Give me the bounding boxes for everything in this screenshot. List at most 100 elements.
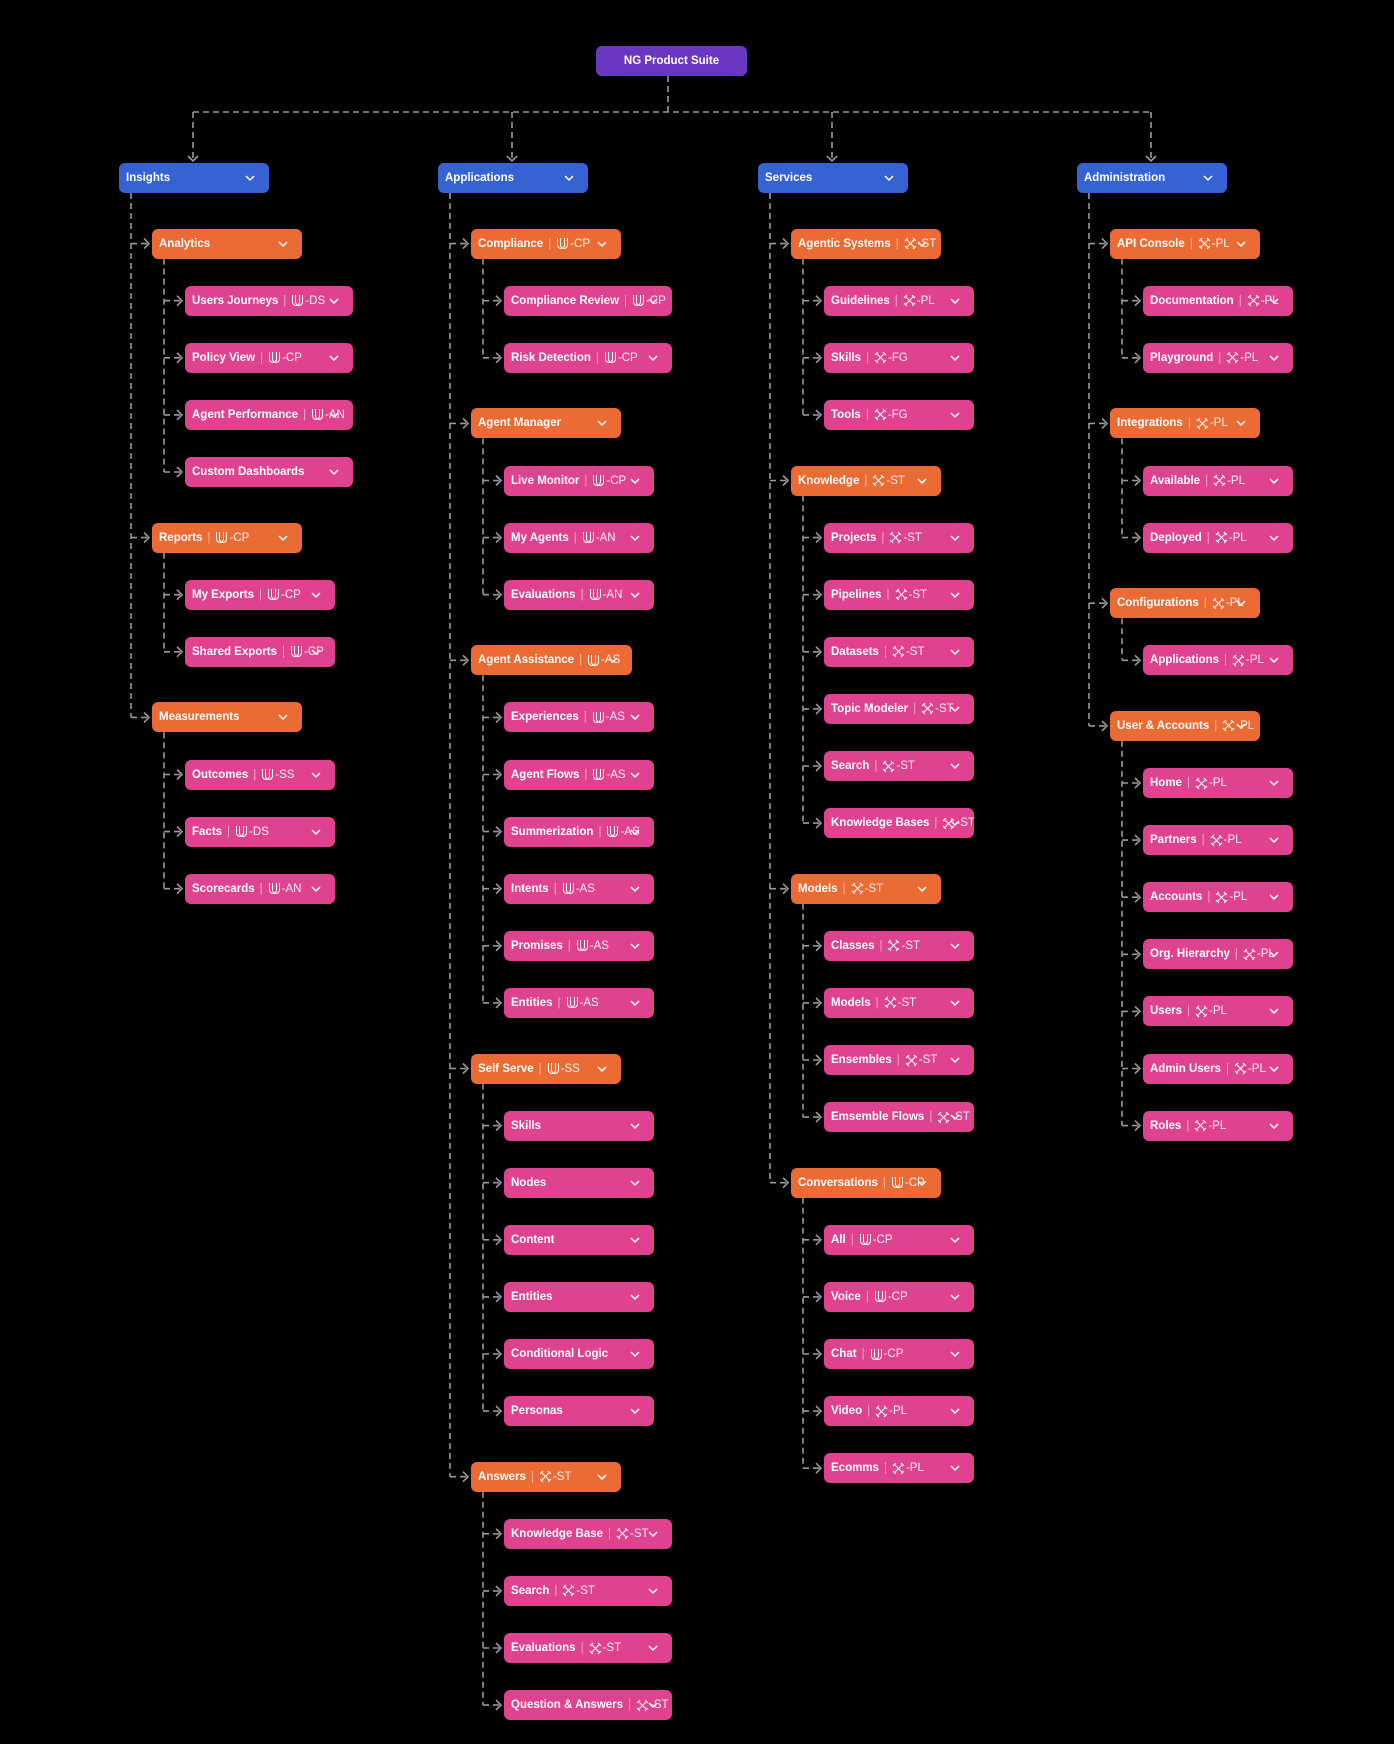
item-agent-flows[interactable]: Agent Flows | AS bbox=[504, 759, 654, 790]
chevron-down-icon[interactable] bbox=[629, 475, 641, 487]
item-custom-dashboards[interactable]: Custom Dashboards bbox=[185, 457, 353, 487]
group-models[interactable]: Models | ST bbox=[791, 873, 941, 904]
group-configurations[interactable]: Configurations | PL bbox=[1110, 588, 1260, 619]
item-partners[interactable]: Partners | PL bbox=[1143, 825, 1293, 856]
item-entities[interactable]: Entities | AS bbox=[504, 987, 654, 1018]
chevron-down-icon[interactable] bbox=[949, 295, 961, 307]
item-question-answers[interactable]: Question & Answers | ST bbox=[504, 1690, 672, 1721]
chevron-down-icon[interactable] bbox=[1268, 1063, 1280, 1075]
item-playground[interactable]: Playground | PL bbox=[1143, 342, 1293, 373]
chevron-down-icon[interactable] bbox=[1268, 834, 1280, 846]
chevron-down-icon[interactable] bbox=[949, 532, 961, 544]
item-conditional-logic[interactable]: Conditional Logic bbox=[504, 1339, 654, 1369]
chevron-down-icon[interactable] bbox=[328, 352, 340, 364]
item-agent-performance[interactable]: Agent Performance|AN bbox=[185, 399, 353, 430]
chevron-down-icon[interactable] bbox=[949, 997, 961, 1009]
chevron-down-icon[interactable] bbox=[310, 769, 322, 781]
item-chat[interactable]: Chat | CP bbox=[824, 1339, 974, 1369]
item-emsemble-flows[interactable]: Emsemble Flows | ST bbox=[824, 1102, 974, 1133]
chevron-down-icon[interactable] bbox=[596, 1471, 608, 1483]
item-org-hierarchy[interactable]: Org. Hierarchy | PL bbox=[1143, 939, 1293, 970]
chevron-down-icon[interactable] bbox=[949, 1234, 961, 1246]
chevron-down-icon[interactable] bbox=[629, 1177, 641, 1189]
item-knowledge-bases[interactable]: Knowledge Bases | ST bbox=[824, 808, 975, 839]
item-admin-users[interactable]: Admin Users | PL bbox=[1143, 1053, 1293, 1084]
chevron-down-icon[interactable] bbox=[1235, 238, 1247, 250]
group-measurements[interactable]: Measurements bbox=[152, 702, 302, 733]
chevron-down-icon[interactable] bbox=[629, 589, 641, 601]
chevron-down-icon[interactable] bbox=[310, 589, 322, 601]
item-policy-view[interactable]: Policy View | CP bbox=[185, 342, 353, 373]
item-roles[interactable]: Roles | PL bbox=[1143, 1110, 1293, 1141]
group-analytics[interactable]: Analytics bbox=[152, 228, 302, 259]
item-ecomms[interactable]: Ecomms | PL bbox=[824, 1453, 974, 1484]
chevron-down-icon[interactable] bbox=[277, 238, 289, 250]
group-knowledge[interactable]: Knowledge | ST bbox=[791, 465, 941, 496]
chevron-down-icon[interactable] bbox=[1268, 654, 1280, 666]
chevron-down-icon[interactable] bbox=[629, 1120, 641, 1132]
chevron-down-icon[interactable] bbox=[1268, 948, 1280, 960]
item-my-exports[interactable]: My Exports | CP bbox=[185, 579, 335, 610]
chevron-down-icon[interactable] bbox=[647, 1699, 659, 1711]
item-classes[interactable]: Classes | ST bbox=[824, 930, 974, 961]
chevron-down-icon[interactable] bbox=[629, 940, 641, 952]
item-evaluations[interactable]: Evaluations | AN bbox=[504, 579, 654, 610]
chevron-down-icon[interactable] bbox=[949, 817, 961, 829]
group-api-console[interactable]: API Console | PL bbox=[1110, 228, 1260, 259]
chevron-down-icon[interactable] bbox=[607, 654, 619, 666]
chevron-down-icon[interactable] bbox=[949, 1348, 961, 1360]
chevron-down-icon[interactable] bbox=[647, 295, 659, 307]
group-agent-assistance[interactable]: Agent Assistance | AS bbox=[471, 645, 632, 676]
chevron-down-icon[interactable] bbox=[629, 1405, 641, 1417]
group-integrations[interactable]: Integrations | PL bbox=[1110, 408, 1260, 439]
chevron-down-icon[interactable] bbox=[1268, 777, 1280, 789]
category-services[interactable]: Services bbox=[758, 163, 908, 193]
chevron-down-icon[interactable] bbox=[883, 172, 895, 184]
group-conversations[interactable]: Conversations | CP bbox=[791, 1167, 941, 1198]
chevron-down-icon[interactable] bbox=[949, 1462, 961, 1474]
chevron-down-icon[interactable] bbox=[1268, 532, 1280, 544]
chevron-down-icon[interactable] bbox=[310, 883, 322, 895]
item-all[interactable]: All | CP bbox=[824, 1224, 974, 1255]
category-administration[interactable]: Administration bbox=[1077, 163, 1227, 193]
chevron-down-icon[interactable] bbox=[647, 352, 659, 364]
chevron-down-icon[interactable] bbox=[596, 1063, 608, 1075]
item-topic-modeler[interactable]: Topic Modeler | ST bbox=[824, 693, 974, 724]
chevron-down-icon[interactable] bbox=[916, 238, 928, 250]
chevron-down-icon[interactable] bbox=[629, 1348, 641, 1360]
chevron-down-icon[interactable] bbox=[1268, 295, 1280, 307]
item-shared-exports[interactable]: Shared Exports | CP bbox=[185, 636, 335, 667]
item-pipelines[interactable]: Pipelines | ST bbox=[824, 579, 974, 610]
item-applications[interactable]: Applications | PL bbox=[1143, 645, 1293, 676]
chevron-down-icon[interactable] bbox=[949, 352, 961, 364]
group-reports[interactable]: Reports | CP bbox=[152, 522, 302, 553]
item-promises[interactable]: Promises | AS bbox=[504, 930, 654, 961]
chevron-down-icon[interactable] bbox=[244, 172, 256, 184]
chevron-down-icon[interactable] bbox=[563, 172, 575, 184]
item-personas[interactable]: Personas bbox=[504, 1396, 654, 1427]
chevron-down-icon[interactable] bbox=[310, 826, 322, 838]
item-experiences[interactable]: Experiences | AS bbox=[504, 702, 654, 733]
chevron-down-icon[interactable] bbox=[629, 883, 641, 895]
item-live-monitor[interactable]: Live Monitor | CP bbox=[504, 465, 654, 496]
chevron-down-icon[interactable] bbox=[629, 997, 641, 1009]
item-my-agents[interactable]: My Agents | AN bbox=[504, 522, 654, 553]
item-home[interactable]: Home | PL bbox=[1143, 768, 1293, 798]
item-accounts[interactable]: Accounts | PL bbox=[1143, 882, 1293, 913]
chevron-down-icon[interactable] bbox=[949, 1405, 961, 1417]
group-agent-manager[interactable]: Agent Manager bbox=[471, 408, 621, 439]
chevron-down-icon[interactable] bbox=[629, 711, 641, 723]
item-ensembles[interactable]: Ensembles | ST bbox=[824, 1045, 974, 1075]
group-compliance[interactable]: Compliance | CP bbox=[471, 228, 621, 259]
chevron-down-icon[interactable] bbox=[949, 646, 961, 658]
item-intents[interactable]: Intents | AS bbox=[504, 873, 654, 904]
item-outcomes[interactable]: Outcomes | SS bbox=[185, 759, 335, 790]
item-search[interactable]: Search | ST bbox=[824, 751, 974, 781]
chevron-down-icon[interactable] bbox=[647, 1528, 659, 1540]
chevron-down-icon[interactable] bbox=[328, 295, 340, 307]
chevron-down-icon[interactable] bbox=[949, 1054, 961, 1066]
item-summerization[interactable]: Summerization|AS bbox=[504, 816, 654, 847]
chevron-down-icon[interactable] bbox=[629, 826, 641, 838]
group-answers[interactable]: Answers | ST bbox=[471, 1461, 621, 1492]
chevron-down-icon[interactable] bbox=[1268, 1120, 1280, 1132]
